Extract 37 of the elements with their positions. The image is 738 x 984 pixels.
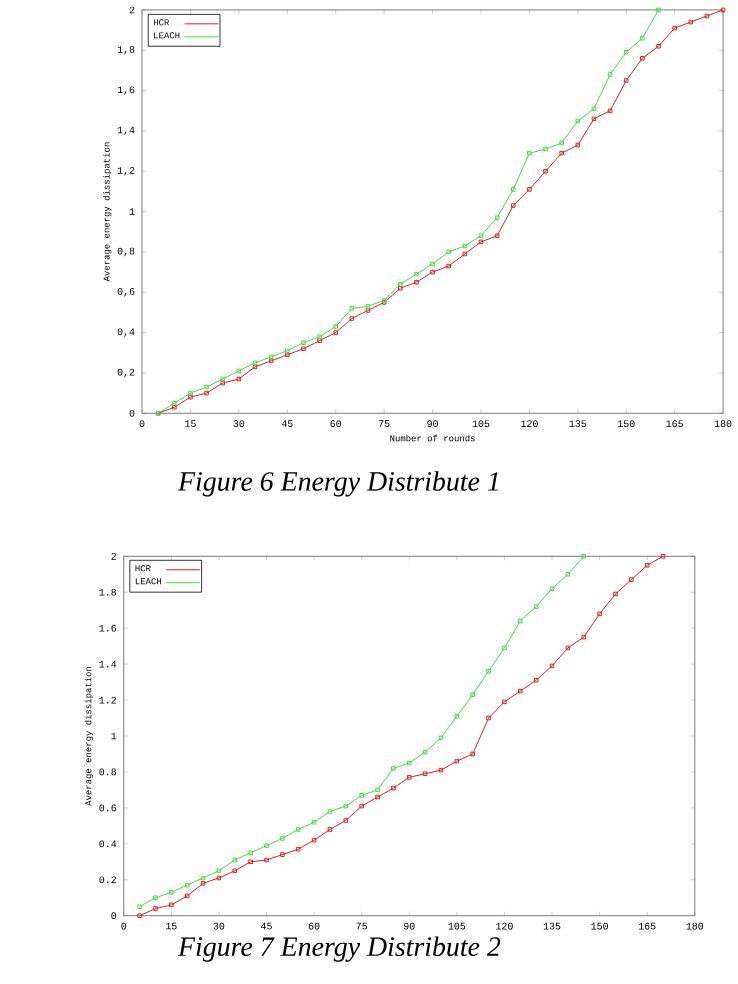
point [429, 269, 435, 275]
point [311, 837, 317, 843]
point [168, 902, 174, 908]
point [422, 771, 428, 777]
point [422, 749, 428, 755]
point [203, 390, 209, 396]
point [429, 261, 435, 267]
point [413, 279, 419, 285]
point [184, 893, 190, 899]
point [639, 35, 645, 41]
point [542, 146, 548, 152]
point [607, 108, 613, 114]
point [517, 618, 523, 624]
point [374, 787, 380, 793]
point [644, 562, 650, 568]
point [263, 857, 269, 863]
point [542, 168, 548, 174]
point [494, 233, 500, 239]
point [413, 271, 419, 277]
point [203, 384, 209, 390]
point [295, 846, 301, 852]
point [612, 591, 618, 597]
point [406, 760, 412, 766]
point [152, 895, 158, 901]
point [300, 346, 306, 352]
point [501, 699, 507, 705]
point [374, 794, 380, 800]
point [390, 785, 396, 791]
point [311, 819, 317, 825]
point [184, 882, 190, 888]
point [526, 150, 532, 156]
point [501, 645, 507, 651]
caption: Figure 7 Energy Distribute 2 [177, 936, 500, 962]
point [485, 715, 491, 721]
caption: Figure 6 Energy Distribute 1 [177, 471, 498, 497]
point [655, 43, 661, 49]
point [517, 688, 523, 694]
